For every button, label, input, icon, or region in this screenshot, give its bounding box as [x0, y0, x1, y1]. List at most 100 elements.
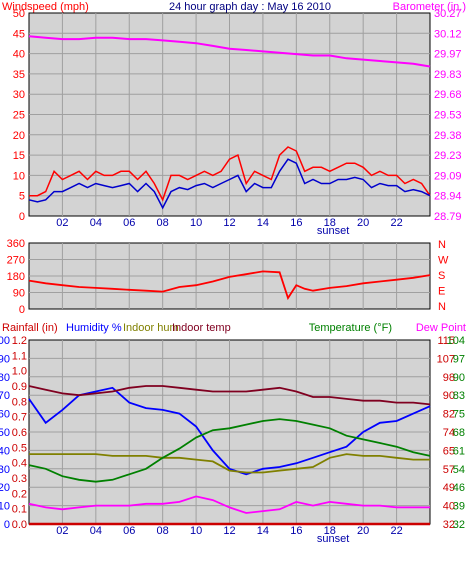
baro-tick-label: 29.38: [434, 130, 462, 142]
temp-tick-label: 68: [453, 427, 465, 439]
rain-tick-label: 0.4: [12, 458, 27, 470]
compass-label: N: [438, 239, 446, 251]
compass-label: E: [438, 286, 445, 298]
compass-label: N: [438, 301, 446, 313]
x-tick-label: 14: [257, 525, 269, 537]
wind-tick-label: 45: [13, 28, 25, 40]
hum-tick-label: 30: [0, 464, 10, 476]
humidity-label: Humidity %: [66, 322, 122, 334]
rain-axis-label: Rainfall (in): [2, 322, 58, 334]
x-tick-label: 10: [190, 217, 202, 229]
wind-tick-label: 30: [13, 89, 25, 101]
temp-tick-label: 32: [453, 519, 465, 531]
temp-tick-label: 39: [453, 501, 465, 513]
x-tick-label: 16: [290, 217, 302, 229]
temperature-line: [28, 418, 431, 483]
x-tick-label: 12: [223, 525, 235, 537]
hum-tick-label: 60: [0, 409, 10, 421]
x-tick-label: 06: [123, 525, 135, 537]
temp-tick-label: 74: [443, 427, 455, 439]
hum-tick-label: 90: [0, 353, 10, 365]
x-tick-label: 22: [390, 525, 402, 537]
baro-tick-label: 29.53: [434, 110, 462, 122]
hum-tick-label: 10: [0, 501, 10, 513]
temp-tick-label: 32: [443, 519, 455, 531]
temp-tick-label: 98: [443, 372, 455, 384]
baro-tick-label: 28.94: [434, 191, 462, 203]
wind-tick-label: 40: [13, 49, 25, 61]
direction-tick-label: 90: [13, 288, 25, 300]
wind-tick-label: 20: [13, 130, 25, 142]
x-tick-label: 02: [56, 217, 68, 229]
baro-tick-label: 30.27: [434, 8, 462, 20]
rain-tick-label: 0.5: [12, 442, 27, 454]
wind-tick-label: 50: [13, 8, 25, 20]
x-tick-label: 04: [90, 525, 102, 537]
rain-tick-label: 1.2: [12, 335, 27, 347]
x-tick-label: 06: [123, 217, 135, 229]
sunset-marker: sunset: [317, 225, 349, 237]
indoor-hum-label: Indoor hum: [123, 322, 179, 334]
rain-tick-label: 0.3: [12, 473, 27, 485]
baro-tick-label: 30.12: [434, 28, 462, 40]
x-tick-label: 14: [257, 217, 269, 229]
direction-tick-label: 180: [7, 271, 25, 283]
indoor-temp-line: [28, 385, 431, 406]
rain-tick-label: 1.0: [12, 366, 27, 378]
humidity-line: [28, 386, 431, 476]
chart-title: 24 hour graph day : May 16 2010: [169, 1, 331, 13]
indoor-hum-line: [29, 453, 430, 474]
baro-tick-label: 29.23: [434, 150, 462, 162]
temp-tick-label: 54: [453, 464, 465, 476]
x-tick-label: 22: [390, 217, 402, 229]
baro-tick-label: 28.79: [434, 211, 462, 223]
rain-tick-label: 0.0: [12, 519, 27, 531]
temp-tick-label: 46: [453, 482, 465, 494]
rain-tick-label: 0.8: [12, 396, 27, 408]
direction-tick-label: 0: [19, 304, 25, 316]
temp-tick-label: 49: [443, 482, 455, 494]
rain-tick-label: 0.9: [12, 381, 27, 393]
temp-tick-label: 90: [443, 390, 455, 402]
temp-tick-label: 40: [443, 501, 455, 513]
temp-tick-label: 115: [437, 335, 455, 347]
baro-tick-label: 29.68: [434, 89, 462, 101]
temp-tick-label: 61: [453, 445, 465, 457]
sunset-marker: sunset: [317, 533, 349, 545]
wind-tick-label: 25: [13, 110, 25, 122]
baro-tick-label: 29.97: [434, 49, 462, 61]
indoor-temp-label: Indoor temp: [172, 322, 231, 334]
x-tick-label: 08: [157, 217, 169, 229]
x-tick-label: 12: [223, 217, 235, 229]
x-tick-label: 08: [157, 525, 169, 537]
hum-tick-label: 100: [0, 335, 10, 347]
x-tick-label: 02: [56, 525, 68, 537]
rain-tick-label: 0.6: [12, 427, 27, 439]
x-tick-label: 16: [290, 525, 302, 537]
wind-line: [28, 158, 431, 210]
x-tick-label: 04: [90, 217, 102, 229]
wind-tick-label: 0: [19, 211, 25, 223]
compass-label: W: [438, 255, 449, 267]
hum-tick-label: 0: [4, 519, 10, 531]
x-tick-label: 10: [190, 525, 202, 537]
gust-line: [29, 146, 431, 202]
baro-axis-label: Barometer (in.): [393, 1, 466, 13]
x-tick-label: 20: [357, 525, 369, 537]
wind-tick-label: 5: [19, 191, 25, 203]
temperature-axis-label: Temperature (°F): [309, 322, 392, 334]
dewpoint-axis-label: Dew Point: [416, 322, 466, 334]
hum-tick-label: 80: [0, 372, 10, 384]
baro-tick-label: 29.09: [434, 170, 462, 182]
wind-axis-label: Windspeed (mph): [2, 1, 89, 13]
x-tick-label: 18: [324, 217, 336, 229]
rain-tick-label: 1.1: [12, 350, 27, 362]
hum-tick-label: 40: [0, 445, 10, 457]
wind-tick-label: 35: [13, 69, 25, 81]
baro-tick-label: 29.83: [434, 69, 462, 81]
temp-tick-label: 90: [453, 372, 465, 384]
temp-tick-label: 82: [443, 409, 455, 421]
temp-tick-label: 65: [443, 445, 455, 457]
compass-label: S: [438, 270, 445, 282]
